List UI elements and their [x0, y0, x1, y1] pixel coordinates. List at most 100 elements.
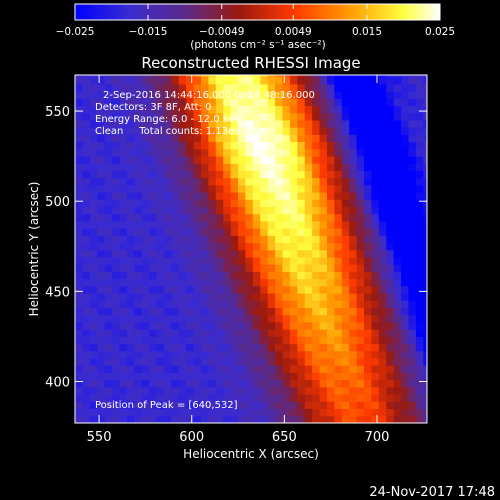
heatmap-cell — [408, 343, 417, 352]
heatmap-cell — [356, 235, 365, 244]
heatmap-cell — [408, 336, 417, 345]
heatmap-cell — [423, 350, 427, 359]
heatmap-cell — [215, 293, 224, 301]
heatmap-cell — [97, 358, 106, 366]
heatmap-cell — [356, 84, 365, 92]
heatmap-cell — [171, 206, 180, 215]
heatmap-cell — [289, 163, 298, 171]
heatmap-cell — [282, 372, 291, 381]
heatmap-cell — [341, 401, 350, 409]
heatmap-cell — [163, 350, 172, 359]
heatmap-cell — [193, 307, 202, 316]
heatmap-cell — [393, 134, 402, 143]
heatmap-cell — [289, 379, 298, 388]
heatmap-cell — [163, 394, 172, 402]
heatmap-cell — [260, 329, 269, 337]
heatmap-cell — [378, 379, 387, 388]
heatmap-cell — [334, 199, 343, 208]
heatmap-cell — [134, 242, 143, 251]
heatmap-cell — [141, 127, 150, 135]
heatmap-cell — [371, 314, 380, 323]
heatmap-cell — [319, 293, 328, 301]
heatmap-cell — [378, 75, 387, 78]
heatmap-cell — [178, 75, 187, 78]
heatmap-cell — [371, 415, 380, 423]
heatmap-cell — [415, 343, 424, 352]
heatmap-cell — [275, 221, 283, 229]
heatmap-cell — [112, 271, 120, 280]
heatmap-cell — [193, 91, 202, 99]
heatmap-cell — [119, 322, 128, 330]
heatmap-cell — [297, 336, 306, 345]
heatmap-cell — [364, 379, 372, 388]
heatmap-cell — [312, 365, 320, 373]
heatmap-cell — [393, 285, 402, 294]
heatmap-cell — [75, 408, 83, 417]
heatmap-cell — [260, 98, 269, 107]
heatmap-cell — [289, 314, 298, 323]
heatmap-cell — [356, 394, 365, 402]
heatmap-cell — [408, 112, 417, 121]
heatmap-cell — [126, 314, 135, 323]
heatmap-cell — [193, 235, 202, 244]
heatmap-cell — [319, 394, 328, 402]
heatmap-cell — [104, 322, 113, 330]
heatmap-cell — [82, 177, 91, 186]
heatmap-cell — [186, 163, 194, 171]
heatmap-cell — [326, 242, 335, 251]
heatmap-cell — [393, 322, 402, 330]
heatmap-cell — [304, 350, 313, 359]
heatmap-cell — [267, 300, 276, 308]
heatmap-cell — [193, 170, 202, 179]
heatmap-cell — [282, 350, 291, 359]
heatmap-cell — [267, 242, 276, 251]
heatmap-cell — [119, 264, 128, 272]
heatmap-cell — [341, 257, 350, 265]
heatmap-cell — [238, 264, 246, 272]
heatmap-cell — [334, 401, 343, 409]
heatmap-cell — [252, 300, 261, 308]
heatmap-cell — [356, 170, 365, 179]
heatmap-cell — [393, 314, 402, 323]
heatmap-cell — [238, 350, 246, 359]
heatmap-cell — [89, 285, 98, 294]
heatmap-cell — [97, 148, 106, 157]
heatmap-cell — [193, 394, 202, 402]
heatmap-cell — [378, 112, 387, 121]
heatmap-cell — [200, 98, 209, 107]
heatmap-cell — [356, 372, 365, 381]
heatmap-cell — [186, 242, 194, 251]
heatmap-cell — [178, 170, 187, 179]
heatmap-cell — [297, 76, 306, 85]
heatmap-cell — [82, 98, 91, 107]
heatmap-cell — [312, 314, 320, 323]
heatmap-cell — [134, 105, 143, 114]
heatmap-cell — [326, 300, 335, 308]
heatmap-cell — [260, 401, 269, 409]
heatmap-cell — [393, 170, 402, 179]
heatmap-cell — [126, 84, 135, 92]
heatmap-cell — [364, 184, 372, 193]
heatmap-cell — [171, 221, 180, 229]
x-axis-ticks: 550 600 650 700 — [87, 75, 389, 445]
heatmap-cell — [89, 271, 98, 280]
heatmap-cell — [267, 184, 276, 193]
heatmap-cell — [186, 148, 194, 157]
heatmap-cell — [319, 322, 328, 330]
heatmap-cell — [393, 278, 402, 287]
heatmap-cell — [149, 75, 157, 78]
heatmap-cell — [208, 336, 217, 345]
heatmap-cell — [119, 293, 128, 301]
heatmap-cell — [193, 379, 202, 388]
heatmap-cell — [208, 314, 217, 323]
heatmap-cell — [356, 228, 365, 236]
heatmap-cell — [334, 386, 343, 395]
heatmap-cell — [356, 156, 365, 164]
heatmap-cell — [178, 184, 187, 193]
heatmap-cell — [245, 156, 254, 164]
heatmap-cell — [356, 141, 365, 150]
heatmap-cell — [415, 336, 424, 345]
heatmap-cell — [134, 170, 143, 179]
heatmap-cell — [312, 386, 320, 395]
heatmap-cell — [378, 350, 387, 359]
